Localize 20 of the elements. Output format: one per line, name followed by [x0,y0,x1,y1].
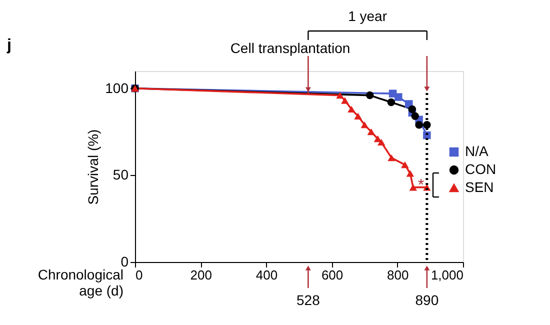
text: 890 [415,292,439,308]
x-tick-label: 800 [387,268,409,282]
text: 528 [296,292,320,308]
y-tick-label: 100 [105,80,129,96]
x-tick-label: 600 [321,268,344,282]
legend-label: N/A [465,143,489,159]
y-tick-label: 50 [112,166,129,183]
x-axis-title: Chronological age (d) [38,266,124,298]
x-tick-label: 0 [136,268,143,282]
x-tick-label: 200 [190,268,212,282]
legend-label: SEN [465,179,494,195]
legend-label: CON [465,161,496,177]
annotation: * [418,177,424,194]
annotation: Cell transplantation [230,40,350,56]
chart-title: j [6,37,12,54]
text: 1 year [348,8,388,24]
y-tick-label: 0 [120,254,129,270]
x-tick-label: 400 [256,268,278,282]
x-tick-label: 1,000 [430,268,464,282]
y-axis-title: Survival (%) [85,129,102,205]
